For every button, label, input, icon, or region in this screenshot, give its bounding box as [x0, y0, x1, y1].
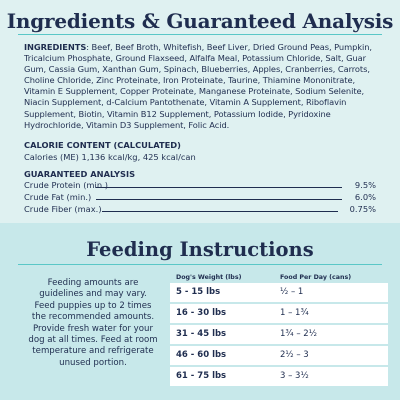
feeding-title: Feeding Instructions	[86, 238, 314, 261]
weight-cell: 16 - 30 lbs	[176, 308, 227, 318]
feeding-row: 5 - 15 lbs ½ – 1	[170, 283, 388, 302]
food-cell: 1¾ – 2½	[280, 329, 317, 339]
ga-heading: GUARANTEED ANALYSIS	[24, 169, 136, 179]
ga-value: 6.0%	[354, 192, 376, 202]
col-head-weight: Dog's Weight (lbs)	[176, 274, 242, 281]
calorie-text: Calories (ME) 1,136 kcal/kg, 425 kcal/ca…	[24, 152, 196, 162]
ingredients-panel	[0, 0, 400, 223]
weight-cell: 31 - 45 lbs	[176, 329, 227, 339]
ingredients-title: Ingredients & Guaranteed Analysis	[6, 9, 394, 33]
title-underline	[18, 34, 382, 35]
ga-label: Crude Protein (min.)	[24, 180, 108, 190]
feeding-row: 46 - 60 lbs 2½ – 3	[170, 346, 388, 365]
ingredients-label: INGREDIENTS	[24, 42, 87, 52]
col-head-food: Food Per Day (cans)	[280, 274, 352, 281]
ga-label: Crude Fat (min.)	[24, 192, 92, 202]
feeding-row: 61 - 75 lbs 3 – 3½	[170, 367, 388, 386]
feeding-row: 31 - 45 lbs 1¾ – 2½	[170, 325, 388, 344]
ga-leader-line	[96, 187, 342, 188]
ga-row: Crude Protein (min.) 9.5%	[24, 180, 376, 191]
ga-leader-line	[102, 211, 338, 212]
food-cell: ½ – 1	[280, 287, 304, 297]
weight-cell: 46 - 60 lbs	[176, 350, 227, 360]
weight-cell: 5 - 15 lbs	[176, 287, 221, 297]
food-cell: 2½ – 3	[280, 350, 309, 360]
feeding-row: 16 - 30 lbs 1 – 1¾	[170, 304, 388, 323]
feeding-title-underline	[18, 264, 382, 265]
feeding-note: Feeding amounts are guidelines and may v…	[28, 278, 158, 368]
food-cell: 1 – 1¾	[280, 308, 309, 318]
ga-label: Crude Fiber (max.)	[24, 204, 102, 214]
ga-value: 9.5%	[354, 180, 376, 190]
calorie-heading: CALORIE CONTENT (CALCULATED)	[24, 140, 181, 150]
ingredients-text: : Beef, Beef Broth, Whitefish, Beef Live…	[24, 42, 372, 130]
ga-row: Crude Fiber (max.) 0.75%	[24, 204, 376, 215]
weight-cell: 61 - 75 lbs	[176, 371, 227, 381]
food-cell: 3 – 3½	[280, 371, 309, 381]
ga-row: Crude Fat (min.) 6.0%	[24, 192, 376, 203]
ga-leader-line	[96, 199, 342, 200]
ga-value: 0.75%	[349, 204, 376, 214]
ingredients-list: INGREDIENTS: Beef, Beef Broth, Whitefish…	[24, 42, 380, 131]
